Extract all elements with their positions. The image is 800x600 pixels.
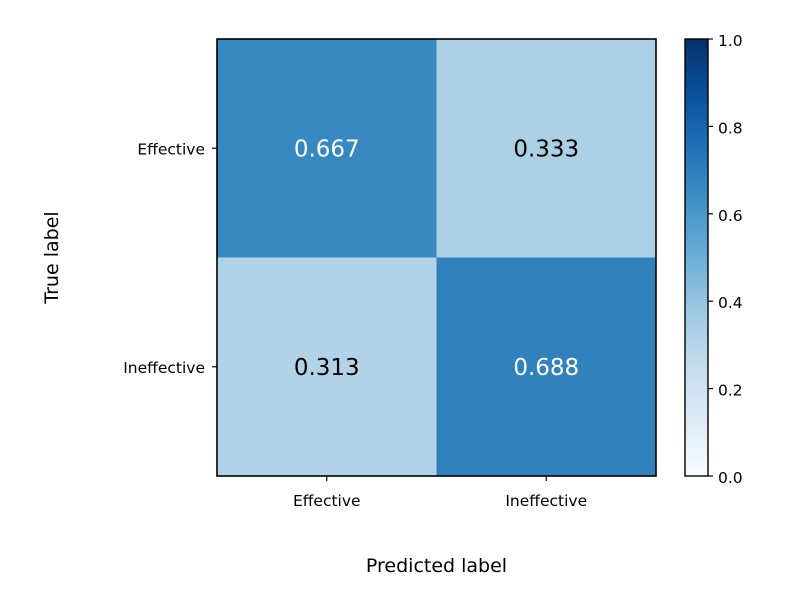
cell-label-ineffective-ineffective: 0.688: [513, 355, 579, 381]
cell-value-labels: 0.667 0.333 0.313 0.688: [294, 136, 579, 381]
y-axis-label: True label: [41, 211, 63, 304]
colorbar-tick-label: 0.0: [718, 469, 743, 487]
colorbar-tick-label: 0.2: [718, 382, 743, 400]
cell-effective-effective: [217, 39, 437, 258]
colorbar-tick-label: 0.4: [718, 294, 743, 312]
x-tick-label-effective: Effective: [293, 492, 361, 510]
cell-label-effective-effective: 0.667: [294, 136, 360, 162]
plot-frame: [216, 38, 657, 477]
cell-label-ineffective-effective: 0.313: [294, 355, 360, 381]
cell-ineffective-effective: [217, 257, 437, 477]
x-tick-label-ineffective: Ineffective: [505, 492, 587, 510]
colorbar-ticks: 0.0 0.2 0.4 0.6 0.8 1.0: [708, 32, 743, 487]
y-tick-label-effective: Effective: [137, 140, 205, 158]
cell-ineffective-ineffective: [436, 257, 657, 477]
x-axis-label: Predicted label: [366, 555, 507, 577]
colorbar-tick-label: 0.6: [718, 207, 743, 225]
cell-label-effective-ineffective: 0.333: [513, 136, 579, 162]
colorbar-tick-label: 0.8: [718, 119, 743, 137]
x-axis-ticks: Effective Ineffective: [293, 476, 587, 510]
colorbar-tick-label: 1.0: [718, 32, 743, 50]
y-axis-ticks: Effective Ineffective: [123, 140, 217, 377]
y-tick-label-ineffective: Ineffective: [123, 359, 205, 377]
heatmap-cells: [217, 39, 657, 477]
cell-effective-ineffective: [436, 39, 657, 258]
colorbar: [684, 38, 709, 477]
